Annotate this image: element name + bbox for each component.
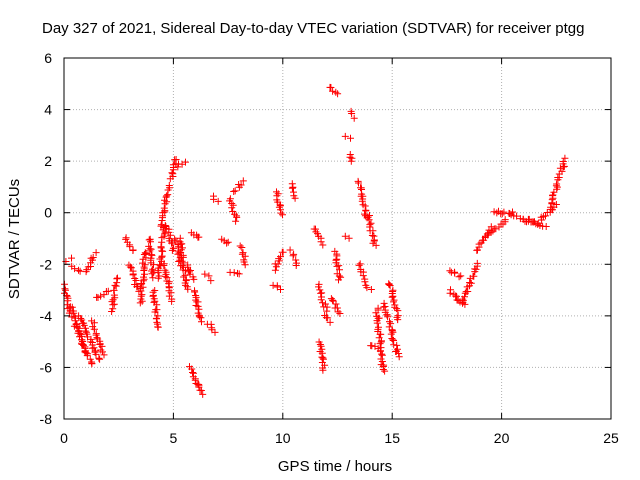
data-point-cluster xyxy=(446,267,465,281)
x-tick-label: 25 xyxy=(603,430,619,446)
x-tick-label: 10 xyxy=(275,430,291,446)
x-tick-label: 5 xyxy=(170,430,178,446)
x-tick-label: 0 xyxy=(60,430,68,446)
data-point-cluster xyxy=(68,262,84,275)
y-tick-label: -8 xyxy=(40,411,53,427)
data-point-cluster xyxy=(236,242,249,269)
data-point-cluster xyxy=(327,295,344,317)
data-point-cluster xyxy=(271,248,287,274)
data-point-cluster xyxy=(363,284,375,293)
data-point-cluster xyxy=(218,235,232,247)
data-point-cluster xyxy=(473,223,495,254)
data-point-cluster xyxy=(341,232,353,242)
data-point-cluster xyxy=(355,260,370,289)
data-point-cluster xyxy=(88,317,108,359)
x-axis-label: GPS time / hours xyxy=(278,458,392,475)
data-point-cluster xyxy=(269,281,284,293)
y-tick-label: -4 xyxy=(40,308,53,324)
data-point-cluster xyxy=(288,180,299,202)
data-points xyxy=(61,83,569,398)
data-point-cluster xyxy=(347,107,358,122)
data-point-cluster xyxy=(62,254,75,265)
data-point-cluster xyxy=(547,154,569,211)
chart-title: Day 327 of 2021, Sidereal Day-to-day VTE… xyxy=(42,20,584,37)
data-point-cluster xyxy=(149,287,162,331)
y-tick-label: -2 xyxy=(40,256,53,272)
data-point-cluster xyxy=(70,320,96,368)
plot-frame xyxy=(63,57,612,420)
data-point-cluster xyxy=(367,342,382,353)
data-point-cluster xyxy=(108,274,121,315)
data-point-cluster xyxy=(331,247,345,284)
data-point-cluster xyxy=(490,207,516,218)
y-axis-label: SDTVAR / TECUs xyxy=(6,179,23,299)
data-point-cluster xyxy=(162,223,178,254)
data-point-cluster xyxy=(184,261,198,283)
data-point-cluster xyxy=(125,261,143,295)
data-point-cluster xyxy=(226,268,243,278)
grid-lines xyxy=(64,58,611,419)
data-point-cluster xyxy=(346,151,356,165)
data-point-cluster xyxy=(93,287,112,301)
data-point-cluster xyxy=(364,212,380,249)
data-point-cluster xyxy=(372,304,389,375)
data-point-cluster xyxy=(61,280,76,321)
data-point-cluster xyxy=(203,320,219,336)
x-tick-label: 15 xyxy=(384,430,400,446)
data-point-cluster xyxy=(160,260,176,305)
data-point-cluster xyxy=(521,217,550,230)
data-point-cluster xyxy=(341,132,354,142)
data-point-cluster xyxy=(82,249,100,276)
x-tick-label: 20 xyxy=(494,430,510,446)
data-point-cluster xyxy=(354,177,371,222)
data-point-cluster xyxy=(136,249,150,307)
data-point-cluster xyxy=(273,188,286,219)
data-point-cluster xyxy=(321,312,334,326)
y-tick-label: 6 xyxy=(44,50,52,66)
data-point-cluster xyxy=(226,195,241,225)
data-point-cluster xyxy=(201,270,215,285)
data-point-cluster xyxy=(230,177,247,195)
data-point-cluster xyxy=(176,234,192,293)
axes: 0 5 10 15 20 25 -8 -6 -4 -2 0 2 4 6 xyxy=(40,50,619,446)
data-point-cluster xyxy=(174,158,189,171)
data-point-cluster xyxy=(286,246,300,269)
data-point-cluster xyxy=(315,338,329,374)
data-point-cluster xyxy=(385,280,402,324)
data-point-cluster xyxy=(459,259,481,306)
y-tick-label: 4 xyxy=(44,102,52,118)
data-point-cluster xyxy=(210,192,222,205)
data-point-cluster xyxy=(75,312,104,363)
data-point-cluster xyxy=(191,287,205,326)
data-point-cluster xyxy=(483,216,509,238)
data-point-cluster xyxy=(326,83,342,98)
data-point-cluster xyxy=(145,235,158,282)
data-point-cluster xyxy=(380,299,403,361)
data-point-cluster xyxy=(157,182,173,230)
y-tick-label: 0 xyxy=(44,205,52,221)
data-point-cluster xyxy=(122,234,137,254)
data-point-cluster xyxy=(310,225,327,249)
data-point-cluster xyxy=(194,380,207,398)
y-tick-label: -6 xyxy=(40,359,53,375)
y-tick-label: 2 xyxy=(44,153,52,169)
data-point-cluster xyxy=(315,280,331,315)
data-point-cluster xyxy=(187,229,203,241)
